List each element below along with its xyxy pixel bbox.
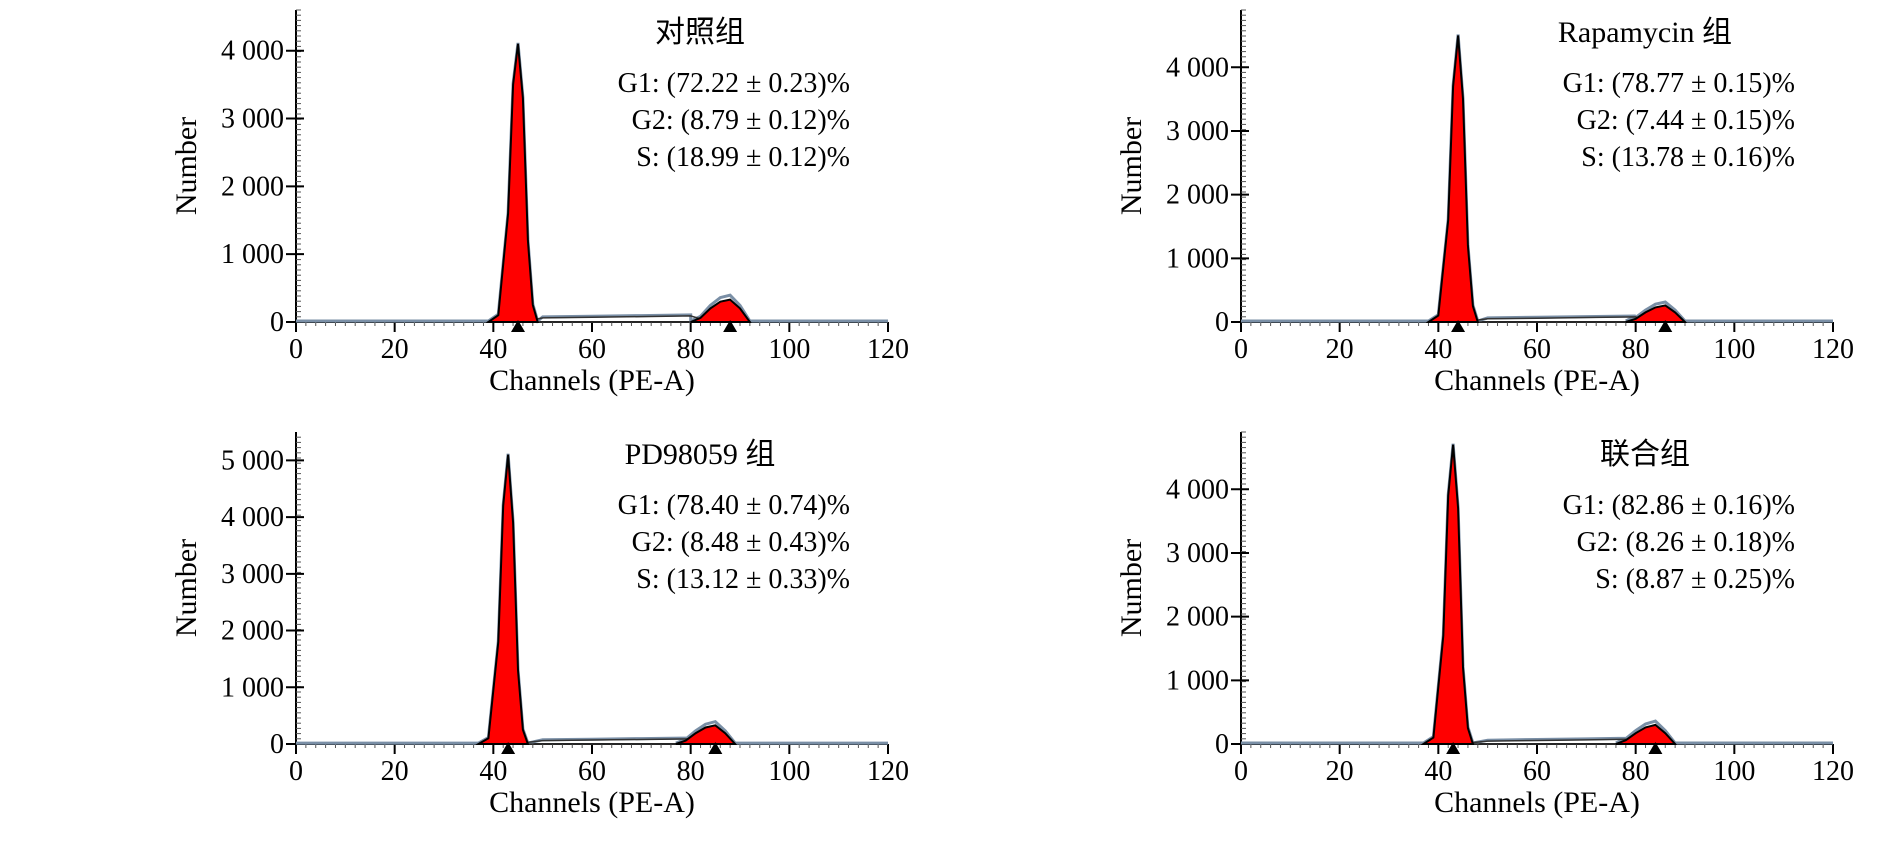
x-tick-label: 80 — [1622, 756, 1650, 787]
series-g1-area — [485, 43, 540, 323]
y-axis-label: Number — [170, 539, 203, 637]
histogram-panel-pd98059: 0 20 40 60 80 100 120 0 1 000 2 000 3 000 4 000 5 00… — [0, 422, 945, 844]
x-tick-label: 20 — [381, 756, 409, 787]
x-tick-label: 40 — [1424, 756, 1452, 787]
x-tick-label: 80 — [1622, 334, 1650, 365]
x-tick-label: 40 — [479, 756, 507, 787]
series-g2-area — [1615, 723, 1678, 745]
peak-marker — [1648, 742, 1663, 754]
y-tick-label: 3 000 — [1166, 116, 1229, 147]
phase-annotation: G2: (8.26 ± 0.18)% — [1577, 527, 1795, 558]
x-tick-label: 60 — [1523, 756, 1551, 787]
phase-annotation: G2: (8.48 ± 0.43)% — [632, 527, 850, 558]
peak-marker — [708, 742, 723, 754]
x-axis-label: Channels (PE-A) — [489, 786, 695, 819]
y-tick-label: 1 000 — [1166, 243, 1229, 274]
x-tick-label: 60 — [1523, 334, 1551, 365]
x-tick-label: 80 — [677, 334, 705, 365]
chart-title: 联合组 — [1600, 438, 1690, 471]
x-tick-label: 100 — [768, 756, 810, 787]
y-tick-label: 2 000 — [1166, 180, 1229, 211]
phase-annotation: G1: (82.86 ± 0.16)% — [1563, 490, 1795, 521]
chart-svg: 0 20 40 60 80 100 120 0 1 000 2 000 3 000 4 000 Chan… — [1115, 9, 1854, 397]
x-tick-label: 120 — [1812, 334, 1854, 365]
histogram-panel-combined: 0 20 40 60 80 100 120 0 1 000 2 000 3 000 4 000 Chan… — [945, 422, 1890, 844]
peak-marker — [1658, 320, 1673, 332]
series-g2-area — [1625, 304, 1688, 323]
chart-title: Rapamycin 组 — [1558, 16, 1732, 49]
x-tick-label: 20 — [381, 334, 409, 365]
x-tick-label: 120 — [1812, 756, 1854, 787]
series-g1-area — [1420, 444, 1475, 745]
y-tick-label: 0 — [1215, 307, 1229, 338]
chart-title: PD98059 组 — [625, 438, 776, 471]
phase-annotation: S: (8.87 ± 0.25)% — [1595, 564, 1795, 595]
x-tick-label: 0 — [289, 334, 303, 365]
y-tick-label: 0 — [270, 729, 284, 760]
series-g1-area — [474, 454, 530, 745]
y-axis-label: Number — [170, 117, 203, 215]
peak-marker — [511, 320, 525, 332]
phase-annotation: G2: (8.79 ± 0.12)% — [632, 105, 850, 136]
x-tick-label: 40 — [1424, 334, 1452, 365]
y-tick-label: 2 000 — [1166, 602, 1229, 633]
chart-svg: 0 20 40 60 80 100 120 0 1 000 2 000 3 000 4 000 Chan… — [1115, 431, 1854, 819]
histogram-panel-rapamycin: 0 20 40 60 80 100 120 0 1 000 2 000 3 000 4 000 Chan… — [945, 0, 1890, 422]
x-tick-label: 120 — [867, 334, 909, 365]
x-axis-label: Channels (PE-A) — [489, 364, 695, 397]
peak-marker — [501, 742, 516, 754]
y-tick-label: 0 — [270, 307, 284, 338]
y-tick-label: 4 000 — [221, 36, 284, 67]
peak-marker — [1451, 320, 1466, 332]
y-tick-label: 3 000 — [221, 104, 284, 135]
x-tick-label: 0 — [289, 756, 303, 787]
y-tick-label: 1 000 — [1166, 665, 1229, 696]
y-tick-label: 0 — [1215, 729, 1229, 760]
x-tick-label: 100 — [1713, 334, 1755, 365]
x-tick-label: 20 — [1326, 334, 1354, 365]
phase-annotation: S: (13.78 ± 0.16)% — [1581, 142, 1795, 173]
x-tick-label: 120 — [867, 756, 909, 787]
y-tick-label: 1 000 — [221, 239, 284, 270]
x-tick-label: 40 — [479, 334, 507, 365]
y-axis-label: Number — [1115, 117, 1148, 215]
x-tick-label: 20 — [1326, 756, 1354, 787]
y-tick-label: 2 000 — [221, 616, 284, 647]
y-tick-label: 4 000 — [1166, 52, 1229, 83]
x-tick-label: 0 — [1234, 756, 1248, 787]
phase-annotation: G1: (72.22 ± 0.23)% — [618, 68, 850, 99]
x-axis-label: Channels (PE-A) — [1434, 364, 1640, 397]
peak-marker — [723, 320, 738, 332]
series-g2-area — [690, 298, 752, 323]
x-axis-label: Channels (PE-A) — [1434, 786, 1640, 819]
x-tick-label: 60 — [578, 756, 606, 787]
phase-annotation: G2: (7.44 ± 0.15)% — [1577, 105, 1795, 136]
y-axis-label: Number — [1115, 539, 1148, 637]
phase-annotation: G1: (78.40 ± 0.74)% — [618, 490, 850, 521]
x-tick-label: 80 — [677, 756, 705, 787]
y-tick-label: 4 000 — [221, 502, 284, 533]
chart-svg: 0 20 40 60 80 100 120 0 1 000 2 000 3 000 4 000 Chan… — [170, 9, 909, 397]
x-tick-label: 0 — [1234, 334, 1248, 365]
y-tick-label: 3 000 — [221, 559, 284, 590]
x-tick-label: 60 — [578, 334, 606, 365]
peak-marker — [1446, 742, 1461, 754]
y-tick-label: 2 000 — [221, 171, 284, 202]
phase-annotation: S: (18.99 ± 0.12)% — [636, 142, 850, 173]
series-g2-area — [675, 724, 738, 745]
y-tick-label: 3 000 — [1166, 538, 1229, 569]
x-tick-label: 100 — [768, 334, 810, 365]
phase-annotation: G1: (78.77 ± 0.15)% — [1563, 68, 1795, 99]
y-tick-label: 4 000 — [1166, 474, 1229, 505]
series-g1-area — [1425, 35, 1480, 323]
histogram-panel-control: 0 20 40 60 80 100 120 0 1 000 2 000 3 000 4 000 Chan… — [0, 0, 945, 422]
x-tick-label: 100 — [1713, 756, 1755, 787]
chart-title: 对照组 — [655, 16, 745, 49]
phase-annotation: S: (13.12 ± 0.33)% — [636, 564, 850, 595]
y-tick-label: 5 000 — [221, 445, 284, 476]
chart-svg: 0 20 40 60 80 100 120 0 1 000 2 000 3 000 4 000 5 00… — [170, 432, 909, 819]
y-tick-label: 1 000 — [221, 672, 284, 703]
